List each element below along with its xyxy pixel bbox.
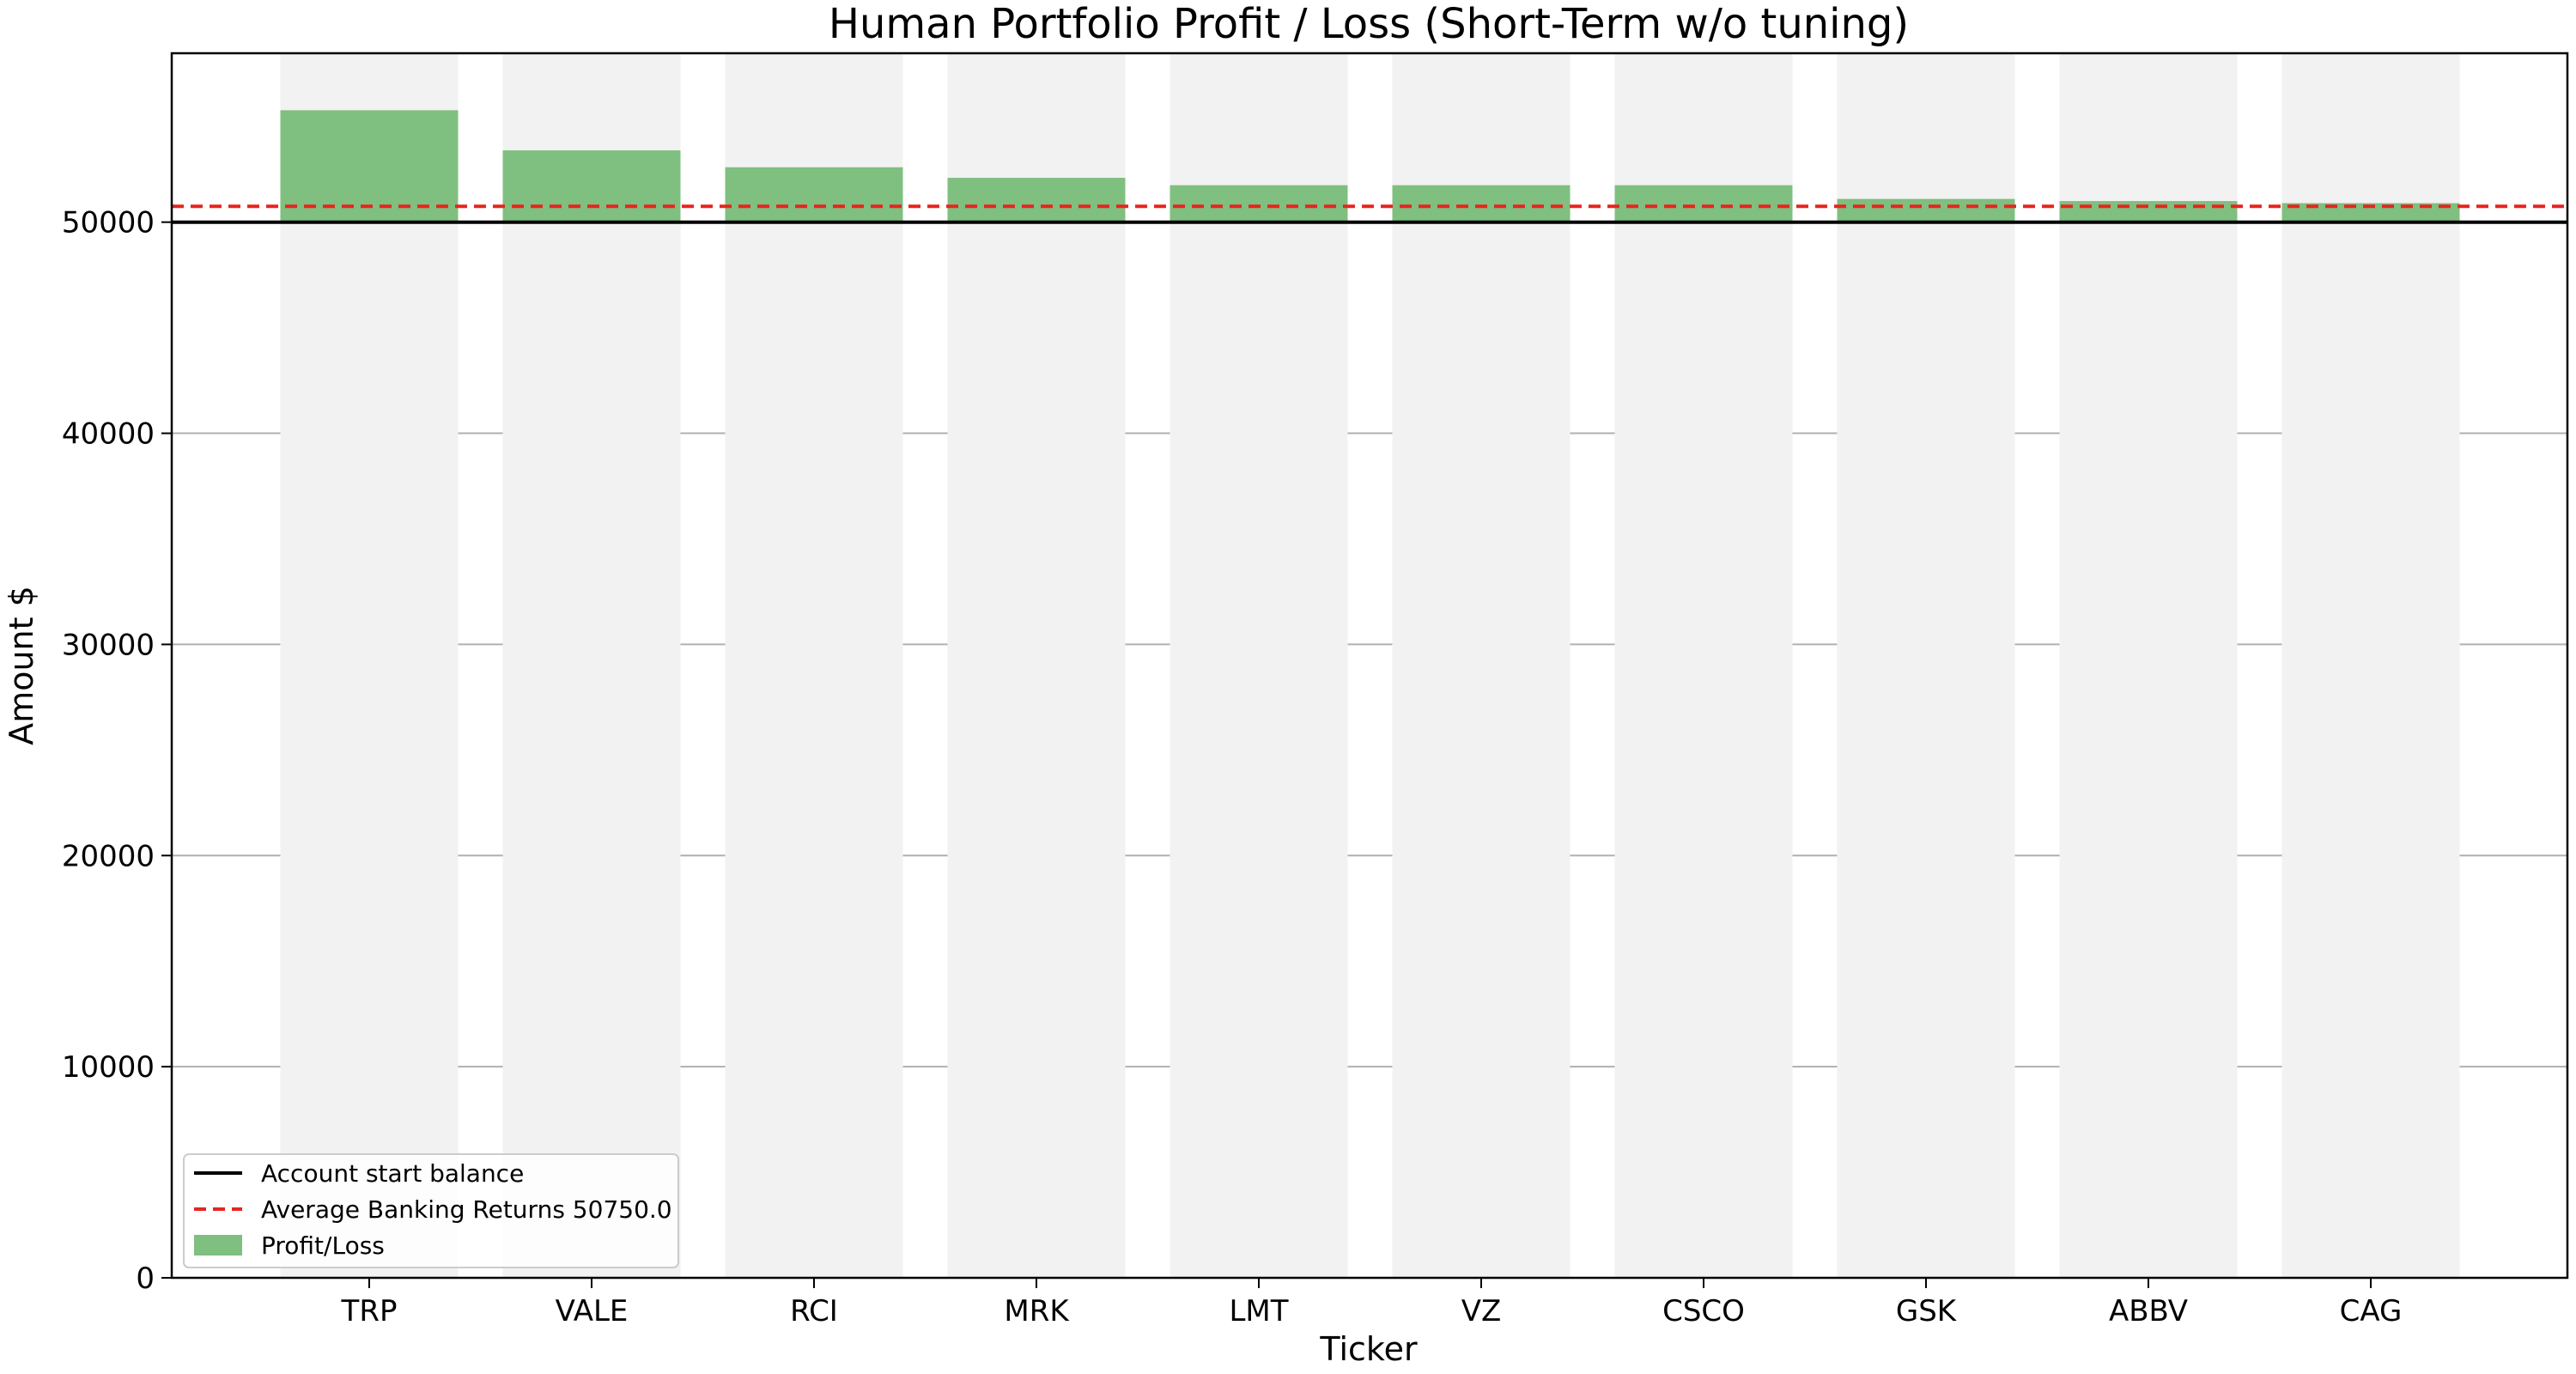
y-tick-label-0: 0	[136, 1262, 155, 1296]
plot-frame	[170, 52, 2569, 1280]
y-axis-ticks: 0 10000 20000 30000 40000 50000	[62, 206, 172, 1296]
x-tick-label-vale: VALE	[556, 1294, 629, 1328]
y-tick-label-40000: 40000	[62, 417, 155, 452]
bar-lmt	[1170, 185, 1348, 222]
background-bar-mrk	[947, 53, 1126, 1278]
x-tick-label-trp: TRP	[341, 1294, 398, 1328]
reference-lines	[172, 204, 2567, 224]
background-bar-vale	[502, 53, 681, 1278]
x-tick-label-mrk: MRK	[1004, 1294, 1070, 1328]
background-bar-trp	[280, 53, 459, 1278]
x-tick-label-abbv: ABBV	[2109, 1294, 2188, 1328]
background-bar-lmt	[1170, 53, 1348, 1278]
y-tick-label-10000: 10000	[62, 1050, 155, 1085]
background-bar-rci	[725, 53, 903, 1278]
background-bar-gsk	[1837, 53, 2015, 1278]
legend-banking-returns-label: Average Banking Returns 50750.0	[261, 1195, 672, 1224]
chart-title: Human Portfolio Profit / Loss (Short-Ter…	[829, 0, 1909, 48]
legend: Account start balance Average Banking Re…	[183, 1153, 679, 1268]
bar-csco	[1614, 185, 1793, 222]
background-bar-abbv	[2059, 53, 2238, 1278]
x-tick-label-cag: CAG	[2340, 1294, 2403, 1328]
x-tick-label-csco: CSCO	[1662, 1294, 1745, 1328]
bar-mrk	[947, 178, 1126, 222]
x-tick-label-rci: RCI	[790, 1294, 838, 1328]
profit-loss-bars	[280, 110, 2460, 222]
y-tick-label-20000: 20000	[62, 839, 155, 873]
bar-trp	[280, 110, 459, 222]
legend-profit-loss-swatch	[194, 1235, 242, 1255]
x-axis-ticks: TRP VALE RCI MRK LMT VZ CSCO GSK ABBV CAG	[341, 1278, 2403, 1328]
background-bar-cag	[2281, 53, 2460, 1278]
x-tick-label-gsk: GSK	[1896, 1294, 1958, 1328]
x-tick-label-lmt: LMT	[1229, 1294, 1288, 1328]
x-tick-label-vz: VZ	[1461, 1294, 1502, 1328]
background-bars	[280, 53, 2460, 1278]
bar-vale	[502, 150, 681, 222]
legend-box	[183, 1153, 679, 1268]
bar-gsk	[1837, 198, 2015, 222]
y-tick-label-30000: 30000	[62, 628, 155, 662]
bar-rci	[725, 167, 903, 222]
y-tick-label-50000: 50000	[62, 206, 155, 240]
x-axis-label: Ticker	[1319, 1330, 1418, 1368]
background-bar-vz	[1392, 53, 1571, 1278]
legend-profit-loss-label: Profit/Loss	[261, 1231, 385, 1260]
bar-vz	[1392, 185, 1571, 222]
y-axis-label: Amount $	[3, 586, 40, 745]
background-bar-csco	[1614, 53, 1793, 1278]
legend-start-balance-label: Account start balance	[261, 1159, 524, 1188]
bar-abbv	[2059, 201, 2238, 222]
